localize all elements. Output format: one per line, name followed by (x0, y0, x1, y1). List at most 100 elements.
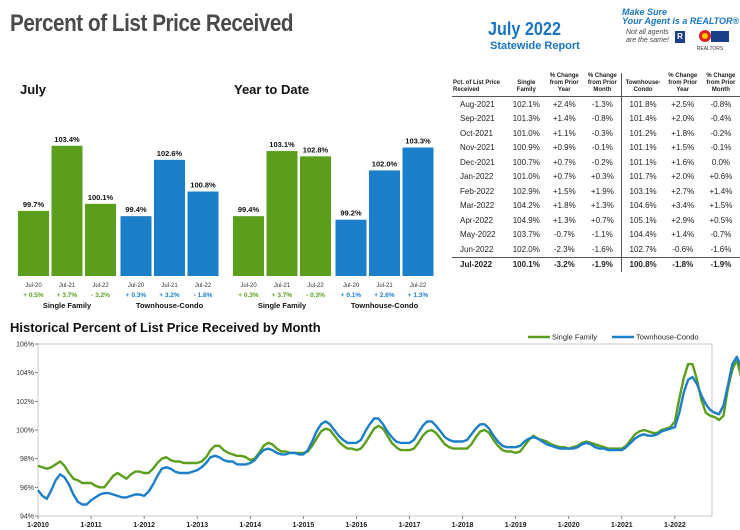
logo-slogan-1: Make Sure (622, 7, 668, 17)
x-tick-label: 1-2011 (80, 522, 102, 529)
bar-value-label: 103.3% (405, 137, 431, 146)
table-cell: -0.1% (710, 143, 732, 153)
table-cell: +1.4% (552, 114, 576, 124)
report-subtitle: Statewide Report (490, 40, 580, 52)
realtor-r-icon: R (675, 31, 685, 43)
bar-value-label: 99.2% (340, 209, 362, 218)
bar (51, 145, 83, 276)
table-cell: +0.7% (590, 215, 614, 225)
table-cell: May-2022 (460, 230, 496, 240)
table-cell: +1.5% (671, 143, 695, 153)
table-cell: +1.5% (709, 201, 733, 211)
table-cell: +3.4% (671, 201, 695, 211)
bar-value-label: 99.4% (125, 205, 147, 214)
table-cell: 101.4% (621, 111, 664, 126)
table-cell: -1.1% (591, 230, 613, 240)
historical-line-chart: 94% 96% 98% 100% 102% 104% 106% 1-2010 1-2011 1-2… (16, 333, 740, 529)
table-row: Aug-2021 102.1% +2.4% -1.3% 101.8% +2.5% -0.8% (452, 96, 740, 112)
table-header: % Change from Prior Month (701, 73, 740, 97)
table-cell: 101.1% (621, 155, 664, 170)
y-tick-label: 94% (20, 514, 34, 521)
y-tick-label: 106% (16, 342, 34, 349)
bar-change-label: + 1.3% (408, 292, 429, 299)
y-tick-label: 100% (16, 428, 34, 435)
table-row: Mar-2022 104.2% +1.8% +1.3% 104.6% +3.4% +1.5% (452, 198, 740, 213)
group-label: Single Family (43, 301, 92, 310)
bar-category-label: Jul-20 (128, 283, 145, 289)
y-tick-label: 102% (16, 399, 34, 406)
table-cell: 103.1% (621, 184, 664, 199)
bar-change-label: + 2.6% (374, 292, 395, 299)
table-cell: 105.1% (621, 213, 664, 228)
bar-change-label: - 0.3% (306, 292, 325, 299)
table-cell: +1.3% (552, 215, 576, 225)
bar-change-label: + 0.3% (126, 292, 147, 299)
table-row: Jul-2022 100.1% -3.2% -1.9% 100.8% -1.8% -1.9% (452, 256, 740, 272)
table-cell: +2.5% (671, 99, 695, 109)
group-label: Townhouse-Condo (136, 301, 204, 310)
table-cell: -0.1% (591, 143, 613, 153)
july-chart-title: July (20, 82, 47, 97)
table-cell: -0.8% (710, 99, 732, 109)
table-cell: +0.7% (552, 172, 576, 182)
table-cell: -1.8% (663, 256, 702, 272)
table-row: Jan-2022 101.0% +0.7% +0.3% 101.7% +2.0% +0.6% (452, 169, 740, 184)
table-cell: 100.7% (512, 157, 540, 167)
table-header: Pct. of List Price Received (452, 73, 508, 97)
bar (154, 159, 185, 276)
table-cell: +0.6% (709, 172, 733, 182)
y-tick-label: 98% (20, 456, 34, 463)
table-cell: Dec-2021 (460, 157, 495, 167)
table-cell: 101.1% (621, 140, 664, 155)
plot-frame (37, 343, 713, 517)
table-row: Apr-2022 104.9% +1.3% +0.7% 105.1% +2.9% +0.5% (452, 213, 740, 228)
bar-change-label: + 0.3% (238, 292, 259, 299)
table-cell: 100.8% (621, 256, 664, 272)
bar-category-label: Jul-22 (92, 283, 109, 289)
table-cell: Jun-2022 (460, 244, 494, 254)
table-cell: -1.6% (710, 244, 732, 254)
series-line (37, 358, 740, 489)
table-cell: -0.6% (672, 244, 694, 254)
x-tick-label: 1-2012 (133, 522, 155, 529)
table-cell: -0.4% (710, 114, 732, 124)
table-cell: -3.2% (545, 256, 584, 272)
table-cell: +0.5% (709, 215, 733, 225)
bar-change-label: - 3.2% (91, 292, 110, 299)
bar (266, 151, 298, 276)
bar-change-label: + 3.7% (57, 292, 78, 299)
x-tick-label: 1-2015 (292, 522, 314, 529)
monthly-stats-table: Pct. of List Price Received Single Family… (452, 73, 740, 272)
table-cell: 104.9% (512, 215, 540, 225)
bar (335, 219, 367, 276)
bar-value-label: 102.6% (157, 149, 183, 158)
bar-change-label: + 3.7% (272, 292, 293, 299)
y-tick-label: 104% (16, 370, 34, 377)
bar-value-label: 100.8% (190, 181, 216, 190)
bar-value-label: 100.1% (88, 193, 114, 202)
table-cell: Jul-2022 (452, 256, 508, 272)
table-cell: 101.0% (512, 128, 540, 138)
table-cell: Oct-2021 (460, 128, 493, 138)
table-cell: 101.7% (621, 169, 664, 184)
table-header: % Change from Prior Year (663, 73, 702, 97)
series-line (37, 355, 740, 506)
bar-category-label: Jul-21 (376, 283, 393, 289)
x-tick-label: 1-2014 (239, 522, 261, 529)
bar-value-label: 99.7% (23, 200, 45, 209)
table-cell: 102.9% (512, 186, 540, 196)
x-tick-label: 1-2021 (611, 522, 633, 529)
historical-chart-title: Historical Percent of List Price Receive… (10, 320, 321, 335)
table-cell: -1.3% (591, 99, 613, 109)
table-cell: +1.1% (552, 128, 576, 138)
table-row: Sep-2021 101.3% +1.4% -0.8% 101.4% +2.0% -0.4% (452, 111, 740, 126)
table-cell: +1.8% (671, 128, 695, 138)
x-tick-label: 1-2013 (186, 522, 208, 529)
bar-value-label: 102.8% (303, 145, 329, 154)
table-row: Jun-2022 102.0% -2.3% -1.6% 102.7% -0.6% -1.6% (452, 242, 740, 257)
table-header: % Change from Prior Month (583, 73, 622, 97)
colorado-realtors-icon: REALTORS (697, 30, 729, 52)
table-cell: 103.7% (512, 230, 540, 240)
bar-category-label: Jul-21 (274, 283, 291, 289)
table-cell: 102.7% (621, 242, 664, 257)
